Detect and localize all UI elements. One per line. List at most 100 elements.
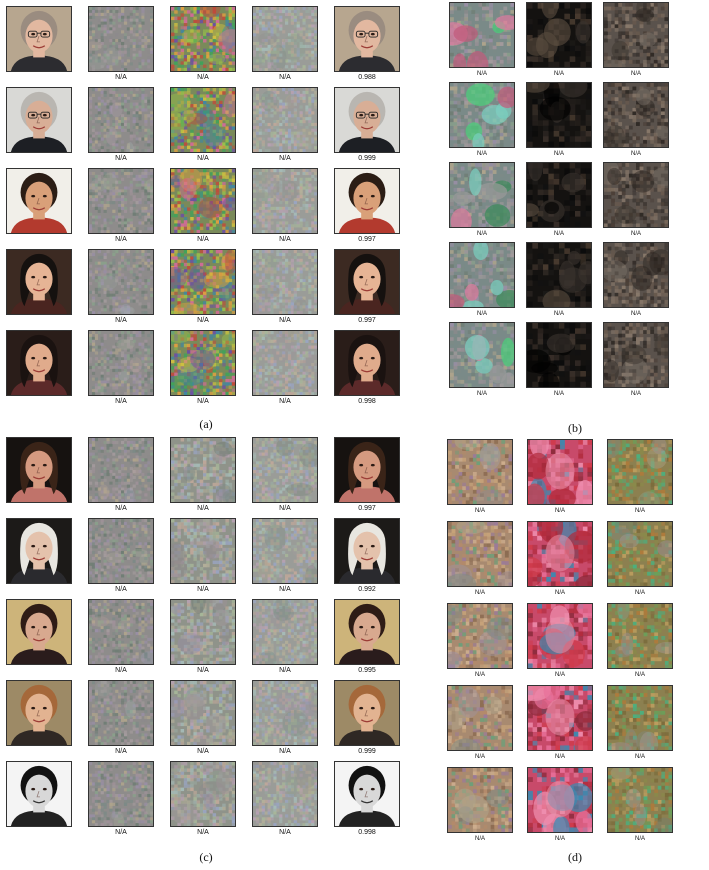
reconstruction-image <box>526 82 592 148</box>
reconstruction-image <box>527 521 593 587</box>
panel-a-cell: N/A <box>252 6 318 84</box>
panel-d-cell: N/A <box>527 521 593 599</box>
tile-caption: N/A <box>476 71 487 77</box>
tile-caption: N/A <box>634 508 645 514</box>
panel-d-cell: N/A <box>607 685 673 763</box>
panel-c-cell: N/A <box>170 761 236 839</box>
tile-caption: N/A <box>115 505 127 512</box>
tile-caption: N/A <box>634 590 645 596</box>
panel-c-cell <box>6 680 72 758</box>
reconstruction-image <box>170 6 236 72</box>
reconstruction-image <box>603 82 669 148</box>
reconstruction-image <box>170 330 236 396</box>
panel-b-cell: N/A <box>603 322 669 400</box>
reconstruction-image <box>170 518 236 584</box>
panel-d-cell: N/A <box>607 603 673 681</box>
tile-caption: N/A <box>197 748 209 755</box>
tile-caption: N/A <box>197 155 209 162</box>
tile-caption: N/A <box>115 74 127 81</box>
panel-d-cell: N/A <box>527 439 593 517</box>
panel-b-cell: N/A <box>603 162 669 240</box>
tile-caption: N/A <box>197 236 209 243</box>
panel-d: N/A N/A N/A N/A N/A N/A N/A N/A N/A N/A N/A N/A N/A N… <box>445 439 707 869</box>
reconstruction-image <box>607 439 673 505</box>
panel-d-cell: N/A <box>527 767 593 845</box>
panel-c-cell: N/A <box>88 518 154 596</box>
original-face-image <box>6 761 72 827</box>
panel-a-cell: N/A <box>88 168 154 246</box>
tile-caption: N/A <box>197 74 209 81</box>
panel-d-cell: N/A <box>447 521 513 599</box>
panel-c-cell <box>6 437 72 515</box>
panel-a-cell: N/A <box>170 6 236 84</box>
tile-caption: N/A <box>554 836 565 842</box>
original-face-image <box>6 680 72 746</box>
panel-c-cell: N/A <box>88 680 154 758</box>
tile-caption: N/A <box>197 829 209 836</box>
reconstruction-image <box>447 439 513 505</box>
panel-c-cell: N/A <box>170 680 236 758</box>
original-face-image <box>6 599 72 665</box>
reconstruction-image <box>447 685 513 751</box>
tile-caption: N/A <box>279 155 291 162</box>
reconstruction-image <box>252 599 318 665</box>
reconstruction-image <box>526 242 592 308</box>
reconstruction-image <box>603 2 669 68</box>
reconstruction-image <box>603 242 669 308</box>
panel-b-cell: N/A <box>603 2 669 80</box>
panel-a-cell: N/A <box>88 330 154 408</box>
panel-d-cell: N/A <box>607 439 673 517</box>
original-face-image <box>6 330 72 396</box>
panel-b-cell: N/A <box>449 2 515 80</box>
panel-a-cell: 0.988 <box>334 6 400 84</box>
panel-c-cell: N/A <box>170 599 236 677</box>
reconstruction-image <box>252 518 318 584</box>
tile-caption: N/A <box>197 317 209 324</box>
tile-caption: N/A <box>115 586 127 593</box>
reconstruction-image <box>88 437 154 503</box>
reconstruction-image <box>252 168 318 234</box>
tile-caption: N/A <box>554 754 565 760</box>
panel-a-cell: N/A <box>88 249 154 327</box>
tile-caption: N/A <box>474 836 485 842</box>
reconstruction-image <box>252 87 318 153</box>
tile-caption: N/A <box>554 508 565 514</box>
reconstruction-image <box>449 162 515 228</box>
panel-c-cell: N/A <box>88 599 154 677</box>
reconstruction-image <box>170 87 236 153</box>
reconstruction-image <box>88 599 154 665</box>
reconstruction-image <box>607 767 673 833</box>
reconstruction-image <box>527 603 593 669</box>
reconstruction-image <box>252 680 318 746</box>
tile-caption: N/A <box>474 590 485 596</box>
original-face-image <box>6 437 72 503</box>
original-face-image <box>6 249 72 315</box>
panel-a-cell <box>6 168 72 246</box>
reconstruction-image <box>526 2 592 68</box>
tile-caption: 0.998 <box>358 398 376 405</box>
tile-caption: N/A <box>115 829 127 836</box>
panel-c-cell <box>6 599 72 677</box>
panel-d-cell: N/A <box>527 603 593 681</box>
tile-caption: 0.997 <box>358 236 376 243</box>
panel-b-cell: N/A <box>526 322 592 400</box>
original-face-image <box>6 87 72 153</box>
reconstructed-face-image <box>334 680 400 746</box>
reconstruction-image <box>170 680 236 746</box>
reconstruction-image <box>603 162 669 228</box>
panel-c-cell: N/A <box>170 437 236 515</box>
tile-caption: N/A <box>634 754 645 760</box>
tile-caption: 0.998 <box>358 829 376 836</box>
tile-caption: N/A <box>474 754 485 760</box>
reconstruction-image <box>449 2 515 68</box>
tile-caption: 0.997 <box>358 317 376 324</box>
tile-caption: N/A <box>553 71 564 77</box>
panel-c-cell: N/A <box>252 761 318 839</box>
panel-d-cell: N/A <box>447 767 513 845</box>
panel-b-cell: N/A <box>603 82 669 160</box>
reconstruction-image <box>88 87 154 153</box>
reconstructed-face-image <box>334 249 400 315</box>
tile-caption: N/A <box>476 391 487 397</box>
reconstruction-image <box>252 6 318 72</box>
reconstruction-image <box>607 521 673 587</box>
